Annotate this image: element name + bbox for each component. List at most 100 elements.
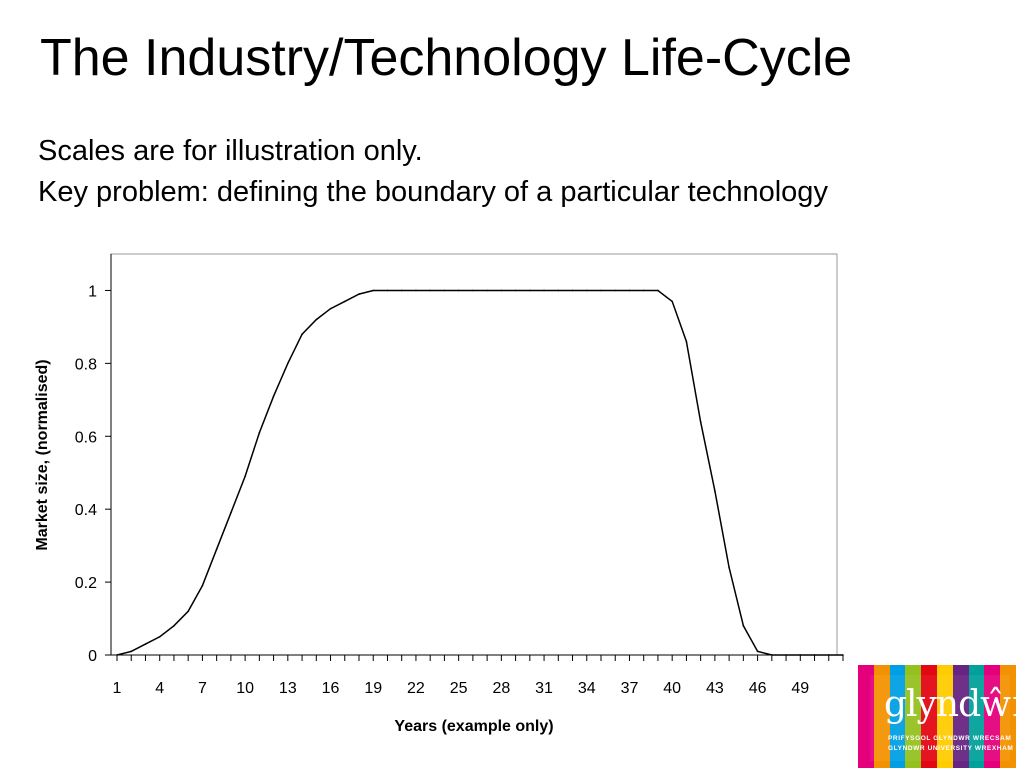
data-point: [343, 300, 346, 303]
x-tick-label: 19: [364, 680, 382, 697]
data-point: [158, 635, 161, 638]
data-point: [571, 289, 574, 292]
data-point: [173, 625, 175, 627]
slide-title: The Industry/Technology Life-Cycle: [40, 29, 853, 87]
data-point: [386, 289, 389, 292]
x-axis-ticks: 1 4 7 10 13 16 19 22 25 28 31 34 37 40 43 46 49: [113, 655, 844, 697]
data-point: [486, 289, 488, 292]
logo-panel: glyndŵr PRIFYSGOL GLYNDWR WRECSAM GLYNDW…: [870, 675, 1016, 761]
logo-stripe: [984, 665, 1001, 768]
x-tick-label: 49: [791, 680, 809, 697]
data-point: [771, 654, 773, 656]
data-point: [642, 289, 645, 292]
data-point: [244, 475, 246, 478]
logo-stripe: [936, 665, 953, 768]
data-point: [329, 307, 332, 310]
data-point: [742, 625, 745, 627]
y-axis-ticks: 0 0.2 0.4 0.6 0.8 1: [75, 283, 111, 665]
data-point: [728, 566, 730, 569]
y-tick-label: 0.4: [75, 502, 97, 519]
data-point: [287, 362, 289, 365]
x-tick-label: 16: [322, 680, 340, 697]
data-point: [585, 289, 588, 292]
x-tick-label: 34: [578, 680, 596, 697]
market-size-line: [116, 289, 843, 656]
data-point: [529, 289, 531, 292]
data-point: [827, 654, 830, 656]
data-point: [301, 333, 303, 336]
x-tick-label: 25: [450, 680, 468, 697]
logo-line-2: GLYNDWR UNIVERSITY WREXHAM: [888, 745, 1014, 752]
data-point: [230, 512, 232, 514]
data-point: [116, 654, 118, 656]
data-point: [685, 340, 688, 343]
data-point: [429, 289, 431, 292]
data-point: [714, 490, 716, 492]
data-point: [443, 289, 446, 292]
data-point: [600, 289, 602, 292]
data-point: [415, 289, 417, 292]
x-tick-label: 28: [492, 680, 510, 697]
y-tick-label: 0: [88, 648, 97, 665]
logo-wordmark: glyndŵr: [884, 684, 1016, 725]
y-tick-label: 1: [88, 283, 97, 300]
data-point: [657, 289, 659, 292]
x-tick-label: 31: [535, 680, 553, 697]
university-logo: glyndŵr PRIFYSGOL GLYNDWR WRECSAM GLYNDW…: [858, 665, 1016, 768]
data-point: [258, 431, 261, 434]
data-point: [201, 584, 204, 587]
data-point: [130, 650, 133, 653]
x-tick-label: 10: [236, 680, 254, 697]
logo-stripe: [858, 665, 874, 768]
data-point: [756, 650, 759, 653]
data-point: [187, 610, 189, 613]
y-tick-label: 0.8: [75, 356, 97, 373]
data-point: [671, 300, 673, 303]
data-point: [699, 420, 702, 423]
data-point: [472, 289, 474, 292]
logo-stripe: [873, 665, 890, 768]
data-point: [144, 643, 147, 645]
x-tick-label: 46: [749, 680, 767, 697]
subtitle-line-1: Scales are for illustration only.: [38, 135, 423, 167]
x-tick-label: 1: [113, 680, 122, 697]
x-tick-label: 37: [621, 680, 639, 697]
x-tick-label: 4: [155, 680, 164, 697]
logo-stripe: [1000, 665, 1016, 768]
data-point: [799, 654, 802, 656]
logo-stripe: [952, 665, 969, 768]
plot-frame: [110, 253, 838, 656]
data-point: [557, 289, 560, 292]
x-axis-title: Years (example only): [394, 718, 553, 735]
y-axis-title: Market size, (normalised): [34, 359, 51, 550]
x-tick-label: 43: [706, 680, 724, 697]
y-tick-label: 0.6: [75, 429, 97, 446]
data-point: [628, 289, 631, 292]
data-point: [543, 289, 545, 292]
logo-stripe: [889, 665, 906, 768]
logo-line-1: PRIFYSGOL GLYNDWR WRECSAM: [888, 735, 1012, 742]
x-tick-label: 13: [279, 680, 297, 697]
market-size-points: [116, 289, 844, 656]
subtitle-line-2: Key problem: defining the boundary of a …: [38, 176, 828, 208]
data-point: [272, 395, 275, 397]
x-tick-label: 22: [407, 680, 425, 697]
logo-stripe: [905, 665, 922, 768]
data-point: [400, 289, 403, 292]
data-point: [813, 654, 816, 656]
data-point: [785, 654, 787, 656]
data-point: [358, 293, 360, 295]
x-tick-label: 7: [198, 680, 207, 697]
logo-stripes: [858, 665, 1016, 768]
data-point: [457, 289, 460, 292]
data-point: [215, 548, 218, 551]
logo-stripe: [921, 665, 937, 768]
data-point: [315, 318, 318, 321]
data-point: [500, 289, 503, 292]
data-point: [514, 289, 517, 292]
data-point: [614, 289, 617, 292]
y-tick-label: 0.2: [75, 575, 97, 592]
x-tick-label: 40: [663, 680, 681, 697]
data-point: [842, 654, 844, 656]
